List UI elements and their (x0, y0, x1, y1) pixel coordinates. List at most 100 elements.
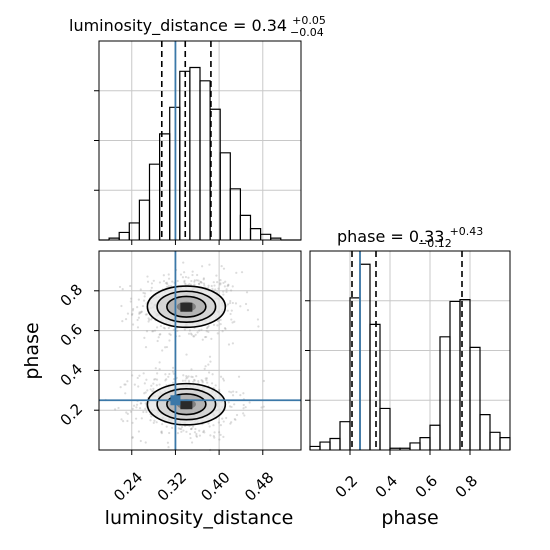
scatter-point-45 (181, 276, 185, 279)
scatter-point-206 (195, 279, 198, 282)
scatter-point-890 (227, 343, 231, 346)
scatter-point-970 (117, 406, 120, 410)
joint-xtick-label-1: 0.32 (154, 468, 190, 504)
scatter-point-810 (152, 382, 155, 385)
scatter-point-761 (195, 375, 198, 378)
scatter-point-644 (180, 427, 183, 431)
scatter-point-982 (182, 374, 185, 377)
scatter-point-878 (158, 383, 161, 386)
scatter-point-311 (187, 332, 191, 335)
scatter-point-348 (245, 291, 249, 294)
scatter-point-519 (140, 417, 143, 420)
scatter-point-588 (225, 416, 228, 420)
scatter-point-626 (144, 391, 147, 394)
scatter-point-889 (219, 423, 222, 427)
scatter-point-651 (195, 432, 198, 436)
scatter-point-786 (200, 379, 203, 382)
scatter-point-175 (197, 279, 200, 282)
joint-panel: 0.24 0.32 0.40 0.48 0.2 0.4 0.6 0.8 (57, 250, 302, 505)
scatter-point-600 (126, 419, 129, 423)
scatter-point-954 (191, 375, 194, 379)
scatter-point-419 (164, 346, 167, 349)
scatter-point-518 (131, 323, 135, 326)
scatter-point-381 (208, 355, 212, 358)
scatter-point-667 (219, 375, 223, 378)
scatter-point-542 (262, 379, 266, 383)
phase-hist-bin-2 (329, 437, 341, 450)
scatter-point-722 (176, 432, 180, 435)
scatter-point-160 (199, 280, 202, 283)
title-phase: phase = 0.33 +0.43 (337, 225, 483, 246)
scatter-point-624 (230, 421, 233, 424)
scatter-point-164 (149, 289, 152, 292)
scatter-point-362 (143, 336, 146, 339)
scatter-point-356 (146, 280, 150, 283)
scatter-point-288 (120, 304, 123, 308)
scatter-point-247 (129, 284, 132, 288)
scatter-point-460 (143, 292, 147, 295)
scatter-point-604 (222, 379, 226, 382)
scatter-point-690 (123, 383, 126, 386)
scatter-point-17 (193, 335, 196, 338)
scatter-point-820 (167, 375, 170, 378)
scatter-point-1004 (195, 434, 198, 437)
scatter-point-331 (156, 339, 159, 343)
scatter-point-47 (190, 333, 193, 336)
scatter-point-988 (124, 383, 127, 386)
scatter-point-54 (136, 306, 139, 309)
scatter-point-612 (214, 384, 217, 387)
scatter-point-895 (179, 427, 182, 430)
scatter-point-440 (207, 330, 210, 333)
scatter-point-660 (149, 419, 152, 422)
scatter-point-779 (144, 441, 147, 444)
scatter-point-849 (191, 425, 195, 428)
scatter-point-803 (218, 431, 221, 434)
scatter-point-230 (201, 265, 204, 268)
scatter-point-274 (141, 304, 145, 308)
scatter-point-439 (223, 285, 226, 288)
scatter-point-436 (161, 349, 164, 352)
title-phase-main: phase = 0.33 (337, 227, 444, 246)
contour-mode-1-0 (146, 382, 227, 426)
scatter-point-210 (190, 279, 193, 283)
scatter-point-451 (158, 333, 161, 336)
scatter-point-558 (171, 426, 174, 429)
scatter-point-768 (158, 361, 161, 364)
scatter-point-435 (152, 329, 155, 333)
scatter-point-765 (161, 423, 164, 426)
scatter-point-87 (118, 285, 122, 289)
scatter-point-334 (146, 275, 149, 278)
scatter-point-652 (131, 407, 134, 410)
scatter-point-953 (242, 407, 245, 410)
scatter-point-846 (185, 430, 188, 433)
scatter-point-534 (160, 432, 163, 435)
scatter-point-770 (155, 384, 158, 387)
scatter-point-260 (140, 310, 143, 313)
scatter-point-391 (197, 282, 201, 286)
scatter-point-894 (217, 421, 220, 424)
scatter-point-7 (219, 279, 222, 282)
scatter-point-297 (239, 305, 242, 308)
scatter-point-347 (210, 337, 213, 340)
scatter-point-299 (191, 270, 194, 273)
scatter-point-470 (167, 273, 170, 276)
scatter-point-304 (165, 345, 169, 349)
scatter-point-179 (221, 330, 224, 333)
scatter-point-769 (167, 446, 170, 449)
scatter-point-481 (230, 309, 233, 312)
scatter-point-180 (166, 283, 169, 286)
scatter-point-283 (129, 297, 133, 300)
scatter-point-376 (202, 277, 205, 280)
scatter-point-342 (151, 330, 154, 333)
phase-xtick-label-1: 0.4 (372, 472, 402, 502)
joint-ytick-label-1: 0.4 (57, 360, 87, 390)
ld-hist-bin-15 (249, 228, 262, 240)
scatter-point-543 (195, 435, 199, 438)
scatter-point-647 (190, 375, 193, 378)
scatter-point-145 (129, 300, 132, 303)
scatter-point-646 (154, 378, 157, 381)
scatter-point-488 (200, 281, 203, 284)
scatter-point-188 (121, 287, 124, 291)
scatter-point-632 (120, 418, 123, 421)
scatter-point-213 (137, 316, 140, 319)
